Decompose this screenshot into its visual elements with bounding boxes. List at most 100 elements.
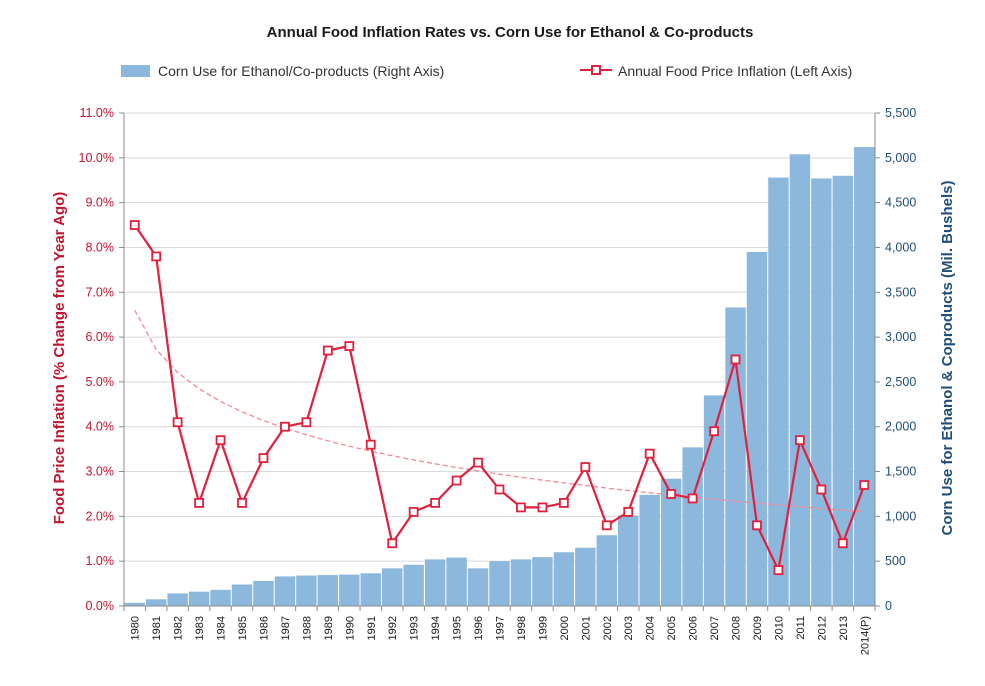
- inflation-marker: [280, 421, 290, 432]
- corn-bar: [510, 559, 532, 606]
- left-tick-label: 0.0%: [86, 599, 115, 613]
- inflation-marker: [623, 506, 634, 517]
- left-tick-label: 2.0%: [86, 509, 115, 523]
- corn-bar: [553, 552, 575, 606]
- corn-bar: [381, 568, 403, 606]
- x-tick-label: 2013: [838, 616, 850, 640]
- x-tick-label: 2004: [645, 616, 657, 640]
- inflation-marker: [859, 480, 870, 490]
- axes: 0.0% 0 1.0% 500 2.0% 1,000 3.0% 1,500 4.0% 2,000 5…: [79, 106, 917, 655]
- corn-bar: [124, 602, 145, 606]
- corn-bar: [725, 307, 746, 606]
- corn-bar: [660, 478, 682, 606]
- inflation-marker: [601, 520, 612, 531]
- x-tick-label: 2005: [666, 616, 678, 640]
- right-tick-label: 1,000: [885, 509, 916, 523]
- corn-bar: [682, 447, 703, 606]
- x-tick-label: 1989: [323, 616, 335, 640]
- x-tick-label: 1980: [130, 616, 142, 640]
- x-tick-label: 2001: [580, 616, 592, 640]
- left-axis-title: Food Price Inflation (% Change from Year…: [51, 192, 68, 525]
- x-tick-label: 2008: [731, 616, 743, 640]
- x-tick-label: 1996: [473, 616, 485, 640]
- left-tick-label: 7.0%: [86, 285, 115, 299]
- x-tick-label: 1987: [280, 616, 292, 640]
- x-tick-label: 1988: [301, 616, 313, 640]
- inflation-marker: [258, 453, 269, 464]
- left-tick-label: 9.0%: [86, 196, 115, 210]
- right-tick-label: 1,500: [885, 465, 916, 479]
- corn-bar: [854, 147, 875, 606]
- left-tick-label: 10.0%: [79, 151, 114, 165]
- x-tick-label: 1985: [237, 616, 249, 640]
- right-tick-label: 2,000: [885, 420, 916, 434]
- left-tick-label: 11.0%: [79, 106, 114, 120]
- corn-bar: [446, 557, 467, 606]
- right-tick-label: 3,500: [885, 285, 916, 299]
- inflation-marker: [194, 498, 205, 508]
- x-tick-label: 2002: [602, 616, 614, 640]
- inflation-marker: [816, 484, 827, 495]
- x-tick-label: 1995: [452, 616, 464, 640]
- right-tick-label: 5,000: [885, 151, 916, 165]
- inflation-marker: [237, 498, 247, 508]
- right-axis-title: Corn Use for Ethanol & Coproducts (Mil. …: [939, 180, 956, 535]
- corn-bar: [188, 591, 210, 606]
- right-tick-label: 2,500: [885, 375, 916, 389]
- x-tick-label: 2003: [623, 616, 635, 640]
- x-tick-label: 1991: [366, 616, 378, 640]
- inflation-marker: [773, 565, 784, 576]
- inflation-marker: [494, 484, 505, 495]
- bar-series: [124, 147, 875, 606]
- left-tick-label: 3.0%: [86, 465, 115, 479]
- inflation-marker: [537, 502, 548, 513]
- right-tick-label: 4,500: [885, 196, 916, 210]
- inflation-marker: [430, 498, 441, 508]
- x-tick-label: 1997: [495, 616, 507, 640]
- legend-marker-inflation: [591, 65, 601, 75]
- legend-label-inflation: Annual Food Price Inflation (Left Axis): [618, 63, 852, 79]
- right-tick-label: 3,000: [885, 330, 916, 344]
- x-tick-label: 2011: [795, 616, 807, 640]
- right-tick-label: 5,500: [885, 106, 916, 120]
- corn-bar: [339, 574, 360, 606]
- inflation-marker: [387, 538, 398, 549]
- left-tick-label: 1.0%: [86, 554, 115, 568]
- corn-bar: [274, 576, 296, 606]
- corn-bar: [253, 580, 274, 606]
- x-tick-label: 1994: [430, 616, 442, 640]
- x-tick-label: 1983: [194, 616, 206, 640]
- corn-bar: [467, 568, 489, 606]
- corn-bar: [424, 559, 446, 606]
- trendline-layer: [134, 309, 865, 513]
- corn-bar: [231, 584, 253, 606]
- corn-bar: [746, 251, 768, 606]
- x-tick-label: 1999: [537, 616, 549, 640]
- left-tick-label: 6.0%: [86, 330, 115, 344]
- corn-bar: [532, 557, 553, 606]
- left-tick-label: 4.0%: [86, 420, 115, 434]
- right-tick-label: 500: [885, 554, 906, 568]
- corn-bar: [403, 564, 424, 606]
- x-tick-label: 2007: [709, 616, 721, 640]
- inflation-marker: [215, 435, 226, 446]
- inflation-marker: [473, 457, 483, 468]
- inflation-marker: [644, 448, 655, 459]
- right-tick-label: 0: [885, 599, 892, 613]
- corn-bar: [618, 515, 639, 606]
- inflation-marker: [795, 435, 805, 446]
- corn-bar: [768, 177, 789, 606]
- corn-bar: [210, 589, 231, 606]
- inflation-marker: [752, 520, 762, 531]
- x-tick-label: 2000: [559, 616, 571, 640]
- legend: Corn Use for Ethanol/Co-products (Right …: [121, 63, 852, 79]
- x-tick-label: 2009: [752, 616, 764, 640]
- inflation-marker: [344, 341, 355, 351]
- x-tick-label: 1993: [409, 616, 421, 640]
- x-tick-label: 1990: [344, 616, 356, 640]
- inflation-marker: [151, 251, 162, 262]
- inflation-marker: [172, 417, 183, 428]
- inflation-marker: [687, 493, 698, 504]
